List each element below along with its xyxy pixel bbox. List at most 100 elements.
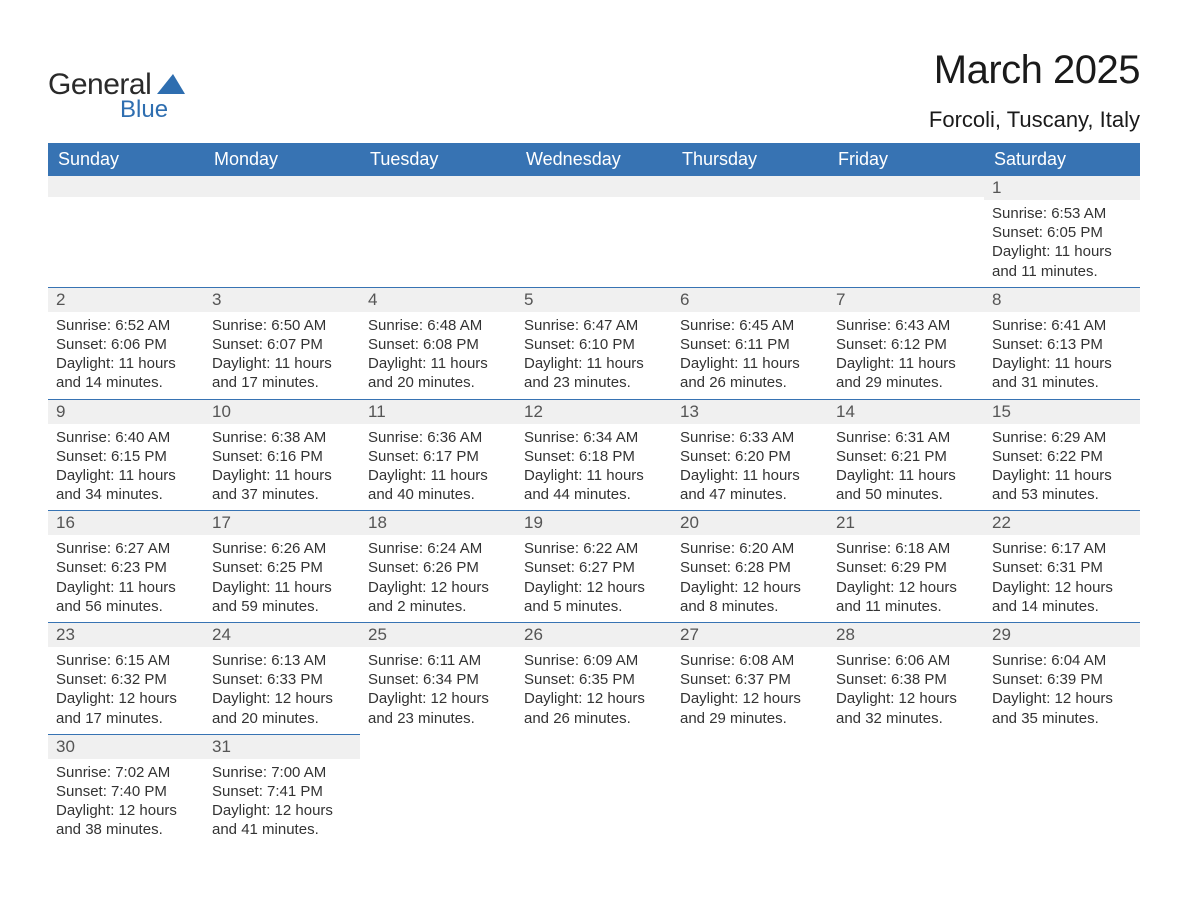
day-details <box>204 197 360 277</box>
daylight-text-1: Daylight: 11 hours <box>524 354 664 373</box>
day-details: Sunrise: 6:17 AMSunset: 6:31 PMDaylight:… <box>984 535 1140 622</box>
day-details: Sunrise: 6:26 AMSunset: 6:25 PMDaylight:… <box>204 535 360 622</box>
day-details: Sunrise: 6:45 AMSunset: 6:11 PMDaylight:… <box>672 312 828 399</box>
calendar-day-cell: 3Sunrise: 6:50 AMSunset: 6:07 PMDaylight… <box>204 287 360 399</box>
day-details: Sunrise: 7:00 AMSunset: 7:41 PMDaylight:… <box>204 759 360 846</box>
day-details: Sunrise: 6:20 AMSunset: 6:28 PMDaylight:… <box>672 535 828 622</box>
daylight-text-1: Daylight: 12 hours <box>524 578 664 597</box>
daylight-text-1: Daylight: 12 hours <box>836 689 976 708</box>
sunset-text: Sunset: 6:13 PM <box>992 335 1132 354</box>
day-number <box>48 176 204 197</box>
day-number: 23 <box>48 623 204 647</box>
day-details: Sunrise: 6:13 AMSunset: 6:33 PMDaylight:… <box>204 647 360 734</box>
calendar-day-cell: 13Sunrise: 6:33 AMSunset: 6:20 PMDayligh… <box>672 399 828 511</box>
sunset-text: Sunset: 6:15 PM <box>56 447 196 466</box>
sunrise-text: Sunrise: 6:08 AM <box>680 651 820 670</box>
daylight-text-2: and 29 minutes. <box>680 709 820 728</box>
day-details: Sunrise: 6:09 AMSunset: 6:35 PMDaylight:… <box>516 647 672 734</box>
day-number: 31 <box>204 735 360 759</box>
daylight-text-2: and 11 minutes. <box>836 597 976 616</box>
calendar-day-cell: 28Sunrise: 6:06 AMSunset: 6:38 PMDayligh… <box>828 623 984 735</box>
sunset-text: Sunset: 6:38 PM <box>836 670 976 689</box>
calendar-day-cell: 30Sunrise: 7:02 AMSunset: 7:40 PMDayligh… <box>48 734 204 845</box>
sunset-text: Sunset: 6:33 PM <box>212 670 352 689</box>
logo-word-blue: Blue <box>120 96 185 124</box>
sunset-text: Sunset: 6:12 PM <box>836 335 976 354</box>
daylight-text-1: Daylight: 12 hours <box>368 689 508 708</box>
daylight-text-1: Daylight: 12 hours <box>836 578 976 597</box>
daylight-text-1: Daylight: 11 hours <box>56 354 196 373</box>
sunset-text: Sunset: 6:16 PM <box>212 447 352 466</box>
daylight-text-1: Daylight: 11 hours <box>56 466 196 485</box>
month-title: March 2025 <box>929 48 1140 93</box>
sunrise-text: Sunrise: 6:36 AM <box>368 428 508 447</box>
day-details: Sunrise: 6:31 AMSunset: 6:21 PMDaylight:… <box>828 424 984 511</box>
daylight-text-1: Daylight: 11 hours <box>992 466 1132 485</box>
daylight-text-2: and 32 minutes. <box>836 709 976 728</box>
sunset-text: Sunset: 6:31 PM <box>992 558 1132 577</box>
sunset-text: Sunset: 6:35 PM <box>524 670 664 689</box>
calendar-week-row: 2Sunrise: 6:52 AMSunset: 6:06 PMDaylight… <box>48 287 1140 399</box>
calendar-day-cell: 19Sunrise: 6:22 AMSunset: 6:27 PMDayligh… <box>516 511 672 623</box>
day-number <box>360 734 516 758</box>
day-details: Sunrise: 7:02 AMSunset: 7:40 PMDaylight:… <box>48 759 204 846</box>
day-details <box>828 197 984 277</box>
calendar-day-cell: 29Sunrise: 6:04 AMSunset: 6:39 PMDayligh… <box>984 623 1140 735</box>
day-details <box>48 197 204 277</box>
calendar-empty-cell <box>984 734 1140 845</box>
day-details <box>672 758 828 787</box>
daylight-text-2: and 40 minutes. <box>368 485 508 504</box>
daylight-text-1: Daylight: 11 hours <box>368 466 508 485</box>
weekday-header: Thursday <box>672 143 828 176</box>
day-number: 14 <box>828 400 984 424</box>
daylight-text-1: Daylight: 11 hours <box>836 354 976 373</box>
day-number: 12 <box>516 400 672 424</box>
daylight-text-1: Daylight: 12 hours <box>56 801 196 820</box>
sunrise-text: Sunrise: 6:18 AM <box>836 539 976 558</box>
daylight-text-1: Daylight: 11 hours <box>680 354 820 373</box>
calendar-day-cell: 15Sunrise: 6:29 AMSunset: 6:22 PMDayligh… <box>984 399 1140 511</box>
day-number: 22 <box>984 511 1140 535</box>
day-number: 5 <box>516 288 672 312</box>
day-number: 16 <box>48 511 204 535</box>
day-number: 10 <box>204 400 360 424</box>
daylight-text-2: and 35 minutes. <box>992 709 1132 728</box>
day-details: Sunrise: 6:48 AMSunset: 6:08 PMDaylight:… <box>360 312 516 399</box>
day-details <box>984 758 1140 787</box>
daylight-text-2: and 5 minutes. <box>524 597 664 616</box>
calendar-head: SundayMondayTuesdayWednesdayThursdayFrid… <box>48 143 1140 176</box>
calendar-week-row: 23Sunrise: 6:15 AMSunset: 6:32 PMDayligh… <box>48 623 1140 735</box>
daylight-text-2: and 20 minutes. <box>212 709 352 728</box>
day-number: 7 <box>828 288 984 312</box>
day-number: 20 <box>672 511 828 535</box>
sunset-text: Sunset: 6:21 PM <box>836 447 976 466</box>
sunrise-text: Sunrise: 6:13 AM <box>212 651 352 670</box>
sunset-text: Sunset: 6:22 PM <box>992 447 1132 466</box>
day-details: Sunrise: 6:27 AMSunset: 6:23 PMDaylight:… <box>48 535 204 622</box>
day-details: Sunrise: 6:04 AMSunset: 6:39 PMDaylight:… <box>984 647 1140 734</box>
sunset-text: Sunset: 6:08 PM <box>368 335 508 354</box>
day-number <box>516 176 672 197</box>
calendar-day-cell: 11Sunrise: 6:36 AMSunset: 6:17 PMDayligh… <box>360 399 516 511</box>
daylight-text-1: Daylight: 12 hours <box>680 578 820 597</box>
day-number: 24 <box>204 623 360 647</box>
day-details: Sunrise: 6:47 AMSunset: 6:10 PMDaylight:… <box>516 312 672 399</box>
calendar-day-cell: 10Sunrise: 6:38 AMSunset: 6:16 PMDayligh… <box>204 399 360 511</box>
sunrise-text: Sunrise: 6:27 AM <box>56 539 196 558</box>
day-details: Sunrise: 6:53 AMSunset: 6:05 PMDaylight:… <box>984 200 1140 287</box>
day-details: Sunrise: 6:08 AMSunset: 6:37 PMDaylight:… <box>672 647 828 734</box>
sunrise-text: Sunrise: 6:17 AM <box>992 539 1132 558</box>
calendar-week-row: 30Sunrise: 7:02 AMSunset: 7:40 PMDayligh… <box>48 734 1140 845</box>
daylight-text-1: Daylight: 11 hours <box>524 466 664 485</box>
sunrise-text: Sunrise: 6:11 AM <box>368 651 508 670</box>
calendar-day-cell: 7Sunrise: 6:43 AMSunset: 6:12 PMDaylight… <box>828 287 984 399</box>
calendar-empty-cell <box>828 176 984 287</box>
daylight-text-2: and 59 minutes. <box>212 597 352 616</box>
daylight-text-1: Daylight: 11 hours <box>836 466 976 485</box>
sunrise-text: Sunrise: 6:04 AM <box>992 651 1132 670</box>
day-number <box>360 176 516 197</box>
day-number: 21 <box>828 511 984 535</box>
day-details: Sunrise: 6:18 AMSunset: 6:29 PMDaylight:… <box>828 535 984 622</box>
calendar-day-cell: 2Sunrise: 6:52 AMSunset: 6:06 PMDaylight… <box>48 287 204 399</box>
day-number <box>672 176 828 197</box>
